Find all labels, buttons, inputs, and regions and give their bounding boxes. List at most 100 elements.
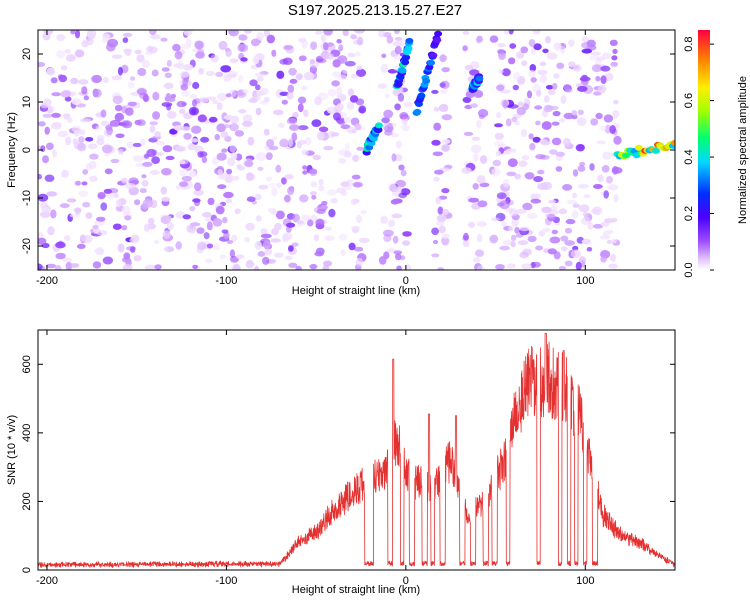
heatmap-cell bbox=[154, 264, 162, 270]
heatmap-cell bbox=[303, 71, 315, 81]
heatmap-cell bbox=[176, 145, 187, 152]
heatmap-cell bbox=[74, 49, 85, 58]
heatmap-cell bbox=[310, 181, 318, 188]
heatmap-cell bbox=[256, 32, 264, 41]
heatmap-cell bbox=[44, 174, 55, 182]
heatmap-cell bbox=[257, 166, 264, 171]
colorbar-tick-label: 0.0 bbox=[683, 262, 695, 277]
heatmap-cell bbox=[607, 184, 618, 191]
heatmap-cell bbox=[530, 261, 536, 269]
heatmap-cell bbox=[551, 137, 562, 146]
heatmap-cell bbox=[528, 133, 534, 140]
heatmap-cell bbox=[289, 78, 298, 84]
heatmap-cell bbox=[431, 139, 441, 146]
heatmap-cell bbox=[276, 70, 285, 80]
heatmap-cell bbox=[535, 89, 542, 97]
heatmap-cell bbox=[326, 106, 335, 114]
heatmap-cell bbox=[355, 51, 361, 57]
heatmap-cell bbox=[58, 74, 68, 83]
heatmap-cell bbox=[545, 84, 554, 90]
heatmap-cell bbox=[112, 223, 122, 230]
heatmap-cell bbox=[43, 30, 54, 35]
heatmap-cell bbox=[537, 182, 548, 191]
heatmap-cell bbox=[210, 54, 219, 63]
heatmap-cell bbox=[189, 205, 196, 212]
heatmap-cell bbox=[100, 109, 107, 118]
heatmap-cell bbox=[595, 112, 603, 120]
heatmap-cell bbox=[214, 133, 220, 141]
heatmap-cell bbox=[212, 218, 223, 227]
heatmap-cell bbox=[579, 161, 586, 167]
heatmap-cell bbox=[284, 194, 291, 203]
heatmap-cell bbox=[291, 242, 299, 247]
heatmap-cell bbox=[85, 137, 94, 142]
heatmap-cell bbox=[356, 65, 363, 71]
heatmap-cell bbox=[71, 98, 82, 105]
heatmap-cell bbox=[516, 107, 527, 116]
heatmap-cell bbox=[613, 99, 619, 105]
heatmap-cell bbox=[509, 208, 518, 217]
y-tick-label: -10 bbox=[21, 190, 33, 206]
heatmap-cell bbox=[104, 193, 115, 199]
heatmap-cell bbox=[132, 142, 142, 148]
heatmap-cell bbox=[92, 224, 99, 229]
bottom-y-axis-label: SNR (10 * v/v) bbox=[6, 415, 18, 485]
heatmap-cell bbox=[217, 92, 227, 102]
heatmap-cell bbox=[439, 82, 446, 88]
heatmap-cell bbox=[167, 111, 177, 119]
heatmap-cell bbox=[91, 74, 102, 84]
heatmap-cell bbox=[72, 138, 78, 145]
colorbar-ticks: 0.0 0.2 0.4 0.6 0.8 bbox=[683, 36, 714, 278]
heatmap-cell bbox=[160, 37, 168, 42]
heatmap-cell bbox=[295, 265, 302, 270]
heatmap-cell bbox=[309, 61, 320, 68]
heatmap-cell bbox=[608, 263, 618, 269]
heatmap-cell bbox=[413, 108, 422, 115]
heatmap-cell bbox=[571, 110, 577, 116]
heatmap-cell bbox=[133, 255, 142, 262]
heatmap-cell bbox=[219, 254, 227, 260]
heatmap-cell bbox=[287, 186, 295, 196]
heatmap-cell bbox=[139, 92, 148, 99]
heatmap-cell bbox=[164, 72, 172, 79]
heatmap-cell bbox=[225, 93, 232, 98]
heatmap-cell bbox=[217, 169, 223, 175]
heatmap-cell bbox=[245, 260, 255, 269]
heatmap-cell bbox=[192, 264, 199, 269]
heatmap-cell bbox=[205, 70, 215, 77]
heatmap-cell bbox=[526, 90, 533, 99]
heatmap-cell bbox=[563, 112, 575, 120]
heatmap-cell bbox=[597, 174, 604, 183]
heatmap-cell bbox=[202, 211, 212, 218]
heatmap-cell bbox=[228, 30, 239, 37]
heatmap-cell bbox=[546, 52, 558, 60]
heatmap-cell bbox=[208, 116, 218, 123]
heatmap-cell bbox=[254, 240, 262, 250]
heatmap-cell bbox=[350, 225, 361, 231]
heatmap-cell bbox=[571, 210, 579, 219]
heatmap-cell bbox=[514, 226, 520, 234]
heatmap-cell bbox=[166, 221, 174, 231]
heatmap-cell bbox=[222, 124, 232, 129]
heatmap-cell bbox=[603, 114, 614, 123]
heatmap-cell bbox=[64, 96, 72, 102]
heatmap-cell bbox=[55, 264, 62, 270]
heatmap-cell bbox=[349, 95, 359, 103]
heatmap-cell bbox=[613, 135, 622, 145]
heatmap-cell bbox=[583, 194, 591, 199]
heatmap-cell bbox=[296, 140, 302, 149]
heatmap-cell bbox=[181, 175, 192, 182]
x-tick-label: 0 bbox=[403, 575, 409, 587]
heatmap-cell bbox=[549, 105, 559, 111]
heatmap-cell bbox=[279, 58, 288, 65]
heatmap-cell bbox=[199, 97, 209, 103]
heatmap-cell bbox=[505, 118, 512, 127]
heatmap-cell bbox=[441, 233, 451, 239]
heatmap-cell bbox=[47, 226, 55, 236]
heatmap-cell bbox=[78, 190, 89, 197]
heatmap-cell bbox=[397, 93, 405, 102]
heatmap-cell bbox=[360, 210, 367, 215]
heatmap-cell bbox=[388, 183, 397, 192]
heatmap-cell bbox=[530, 193, 542, 200]
heatmap-cell bbox=[75, 180, 81, 186]
